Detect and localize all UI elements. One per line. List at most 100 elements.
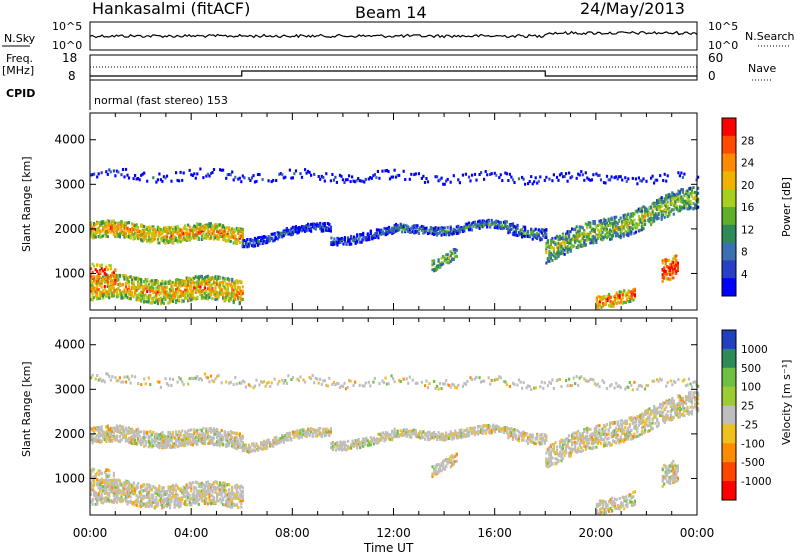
cell	[157, 178, 159, 181]
cell	[192, 289, 194, 292]
cell	[110, 170, 112, 173]
cell	[292, 176, 294, 179]
cell	[236, 433, 238, 436]
cell	[447, 178, 449, 181]
cell	[239, 302, 241, 305]
cell	[98, 275, 100, 278]
cell	[107, 268, 109, 271]
cell	[442, 262, 444, 265]
cell	[243, 176, 245, 179]
cell	[125, 285, 127, 288]
y-tick-label: 3000	[54, 177, 85, 191]
cell	[110, 267, 112, 270]
cell	[134, 174, 136, 177]
cell	[242, 228, 244, 231]
cell	[554, 243, 556, 246]
cell	[136, 223, 138, 226]
nsky-trace	[90, 32, 697, 38]
cell	[255, 180, 257, 183]
cell	[677, 171, 679, 174]
cell	[242, 292, 244, 295]
cell	[164, 298, 166, 301]
cell	[545, 228, 547, 231]
cell	[387, 170, 389, 173]
cell	[258, 173, 260, 176]
cell	[252, 174, 254, 177]
cell	[362, 232, 364, 235]
cell	[183, 172, 185, 175]
cell	[122, 168, 124, 171]
cell	[199, 223, 201, 226]
cell	[117, 171, 119, 174]
cell	[672, 276, 674, 279]
cell	[620, 175, 622, 178]
cell	[630, 230, 632, 233]
cell	[348, 174, 350, 177]
cell	[143, 484, 145, 487]
cell	[233, 178, 235, 181]
cell	[536, 237, 538, 240]
cell	[545, 250, 547, 253]
cell	[589, 224, 591, 227]
cell	[624, 176, 626, 179]
cell	[665, 270, 667, 273]
cell	[181, 179, 183, 182]
cell	[164, 282, 166, 285]
cell	[457, 178, 459, 181]
cell	[242, 236, 244, 239]
cell	[486, 226, 488, 229]
cell	[143, 225, 145, 228]
cell	[199, 285, 201, 288]
cell	[545, 176, 547, 179]
cell	[240, 180, 242, 183]
nave-tick-bottom: 0	[708, 69, 716, 83]
cell	[425, 177, 427, 180]
cell	[583, 179, 585, 182]
cell	[663, 267, 665, 270]
cell	[488, 220, 490, 223]
cell	[108, 296, 110, 299]
cell	[98, 172, 100, 175]
cell	[665, 180, 667, 183]
cell	[293, 172, 295, 175]
cell	[447, 253, 449, 256]
cell	[441, 177, 443, 180]
cell	[190, 286, 192, 289]
cell	[462, 174, 464, 177]
cell	[545, 236, 547, 239]
cell	[227, 287, 229, 290]
cell	[363, 181, 365, 184]
cell	[96, 176, 98, 179]
cell	[342, 178, 344, 181]
cell	[222, 438, 224, 441]
freq-label-2: [MHz]	[2, 64, 34, 77]
cell	[507, 179, 509, 182]
cell	[107, 425, 109, 428]
cell	[644, 219, 646, 222]
cell	[101, 264, 103, 267]
cell	[222, 169, 224, 172]
cell	[425, 227, 427, 230]
cell	[268, 179, 270, 182]
cell	[95, 236, 97, 239]
cell	[664, 173, 666, 176]
cell	[234, 234, 236, 237]
cell	[211, 287, 213, 290]
cell	[190, 428, 192, 431]
cell	[415, 172, 417, 175]
cell	[621, 179, 623, 182]
cell	[133, 281, 135, 284]
cell	[580, 170, 582, 173]
cell	[262, 178, 264, 181]
cell	[107, 235, 109, 238]
cell	[662, 280, 664, 283]
cell	[627, 213, 629, 216]
cell	[108, 495, 110, 498]
cell	[96, 291, 98, 294]
cell	[645, 180, 647, 183]
cell	[608, 293, 610, 296]
cell	[436, 175, 438, 178]
cell	[151, 279, 153, 282]
cell	[570, 249, 572, 252]
cell	[93, 265, 95, 268]
